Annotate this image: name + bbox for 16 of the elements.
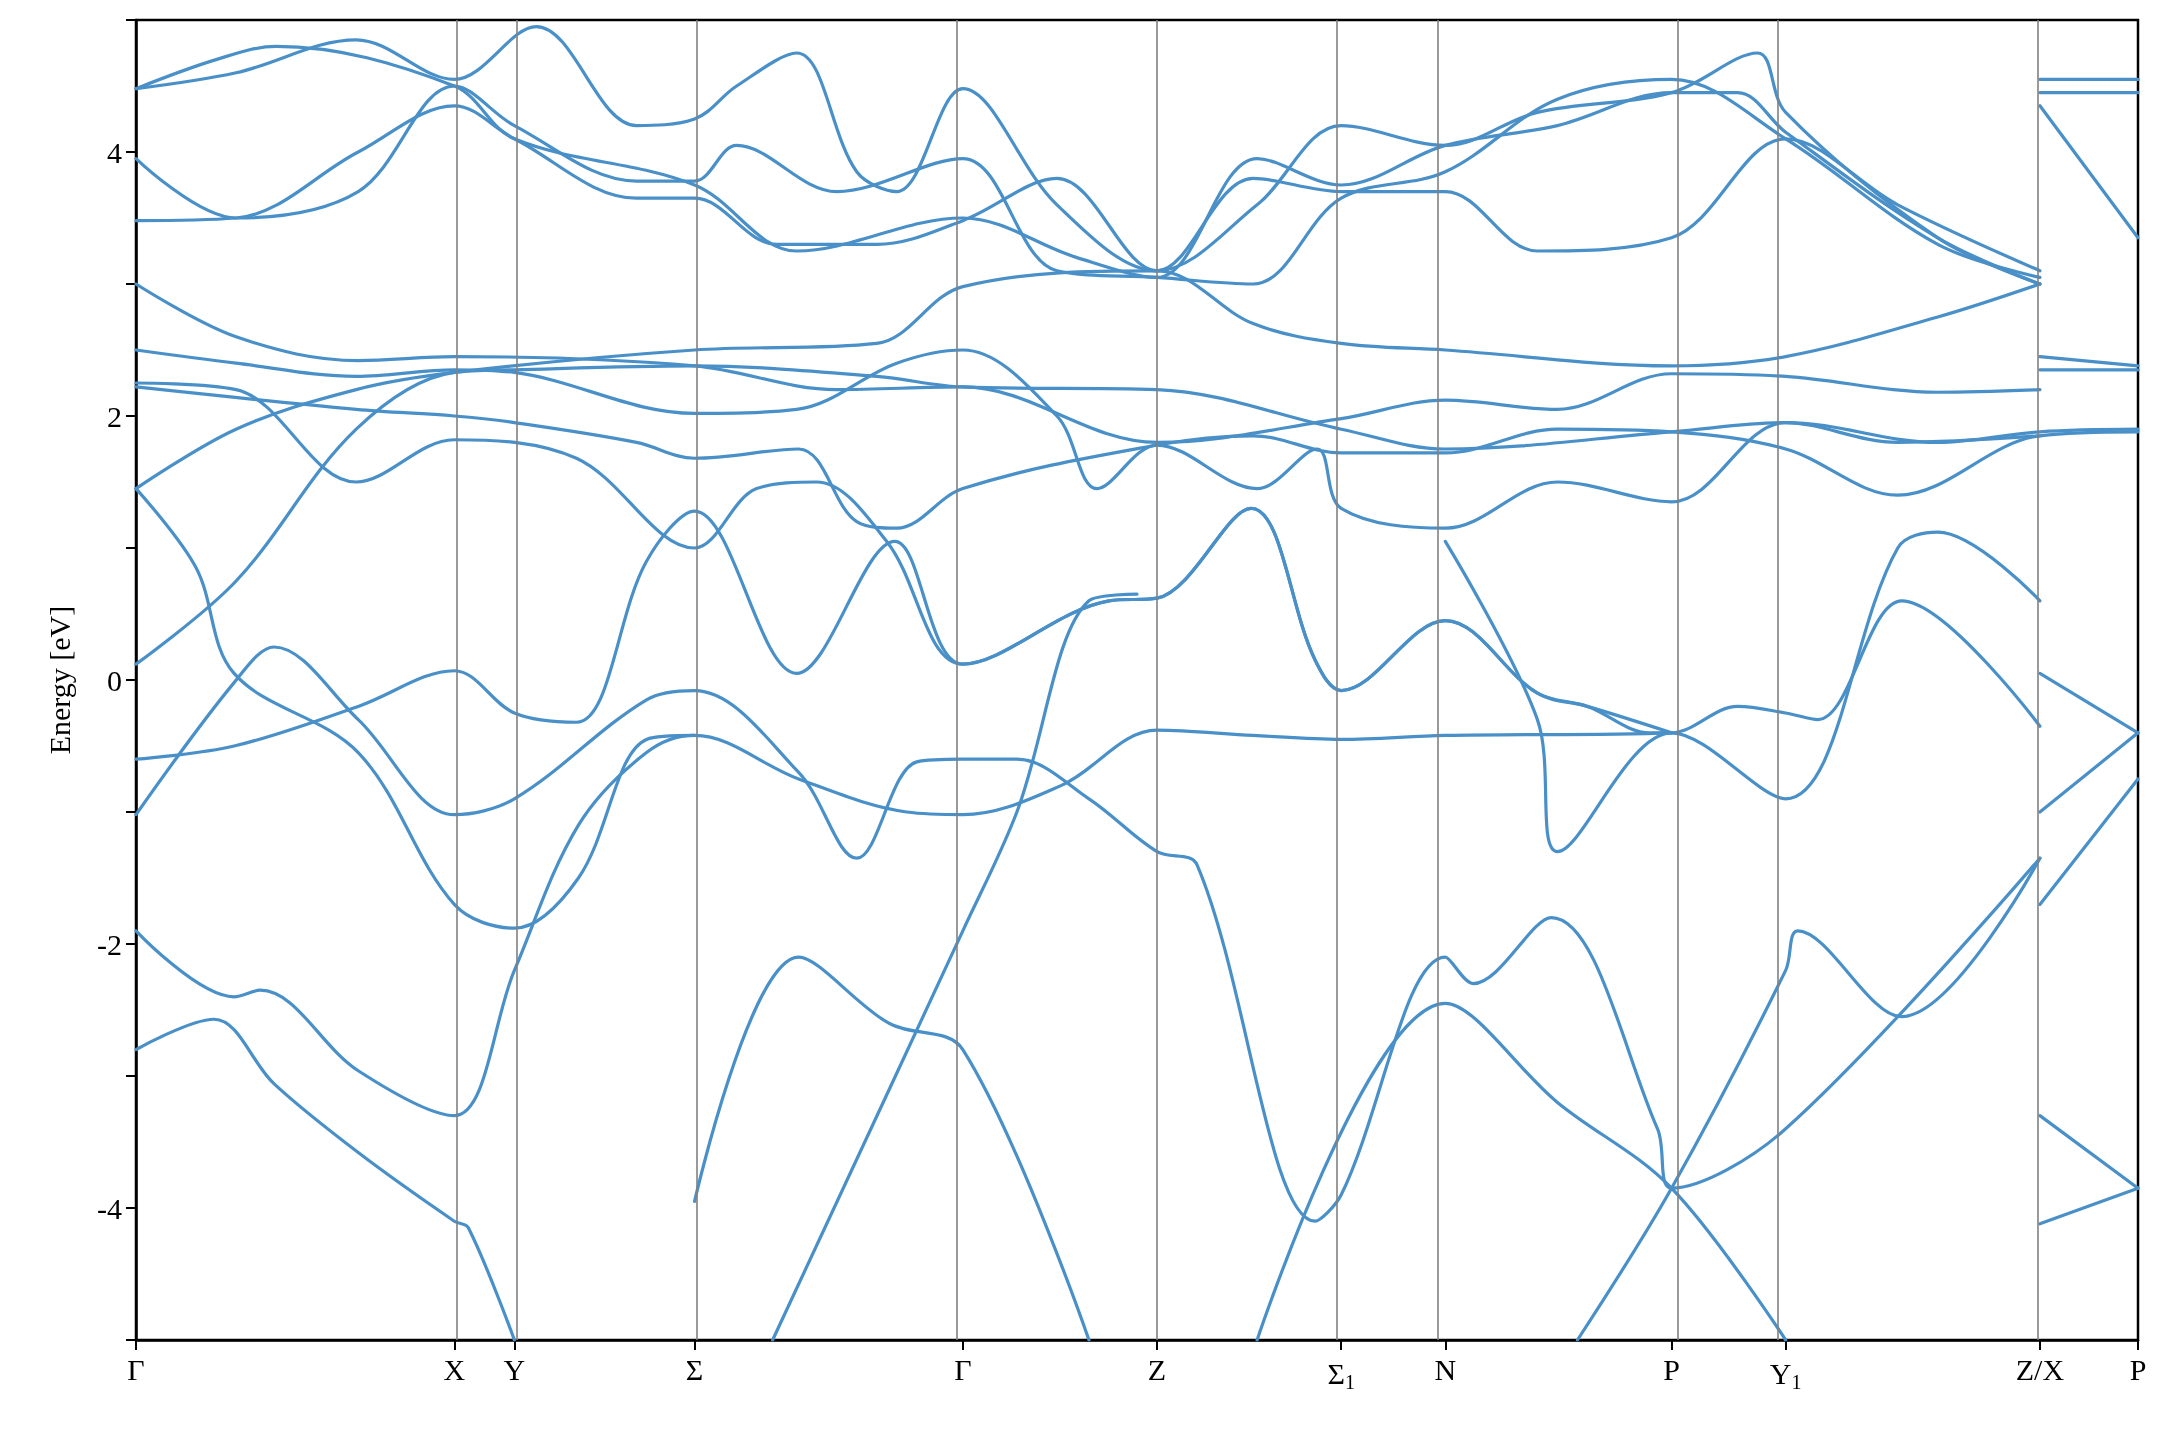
x-tick-label: X (443, 1352, 466, 1386)
x-tick-label: P (2129, 1352, 2147, 1386)
x-tick-label: N (1434, 1352, 1457, 1386)
x-tick-label: Z (1147, 1352, 1167, 1386)
y-tick-label: 4 (107, 135, 122, 169)
x-tick-label: Γ (127, 1352, 145, 1386)
y-tick-label: 0 (107, 663, 122, 697)
y-tick-label: -2 (97, 927, 122, 961)
x-tick-label: Z/X (2015, 1352, 2065, 1386)
y-axis-title: Energy [eV] (42, 605, 76, 755)
x-tick-label: Y (503, 1352, 526, 1386)
x-tick-label: P (1663, 1352, 1680, 1386)
y-tick-label: 2 (107, 399, 122, 433)
x-tick-label: Σ (685, 1352, 704, 1386)
x-tick-label: Γ (954, 1352, 972, 1386)
y-tick-label: -4 (97, 1191, 122, 1225)
